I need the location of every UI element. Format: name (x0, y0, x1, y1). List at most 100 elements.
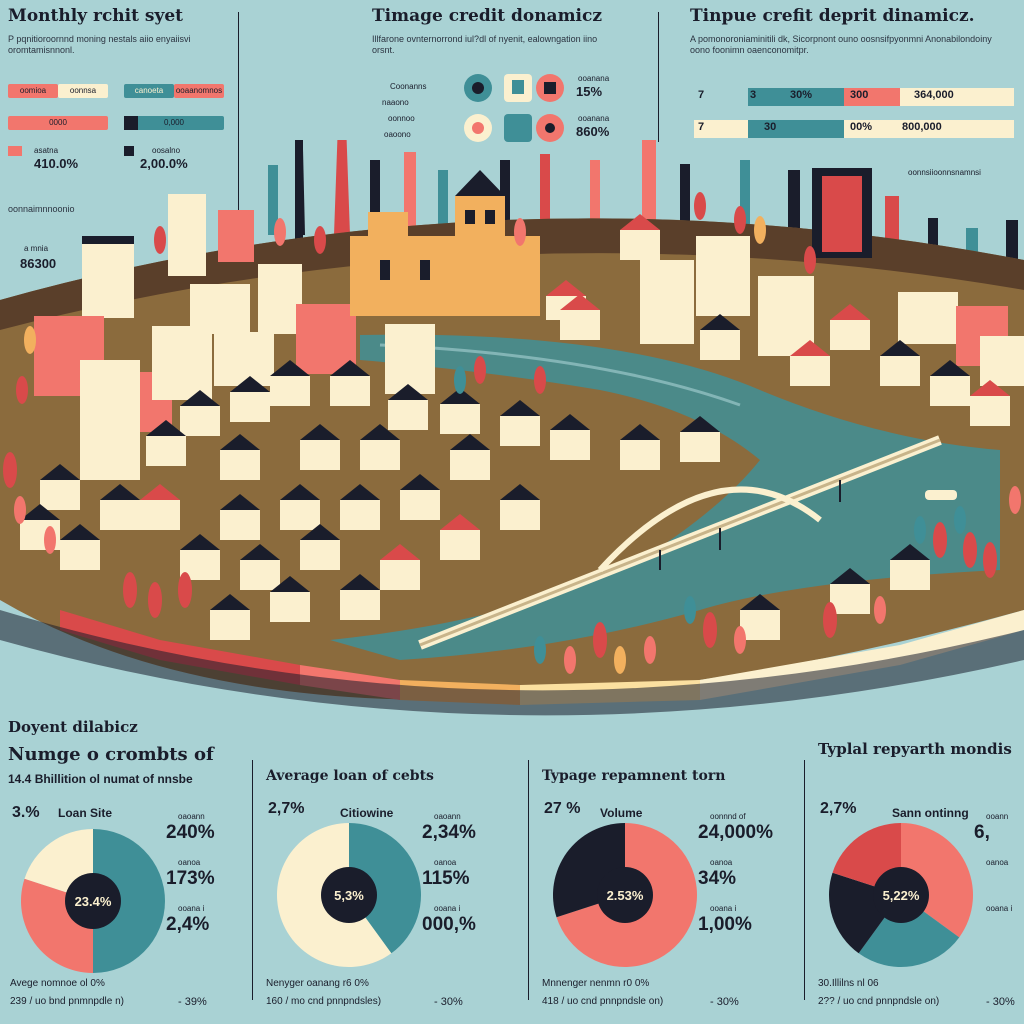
pie-title-4: Typlal repyarth mondis (818, 740, 1012, 758)
pie-1-foot-value: - 39% (178, 996, 207, 1008)
pie-3-legend-caption-2: oanoa (710, 858, 733, 867)
pie-2-legend-value-2: 115% (422, 868, 470, 889)
pie-1-legend-caption-1: oaoann (178, 812, 205, 821)
pie-2-foot-line: 160 / mo cnd pnnpndsles) (266, 996, 382, 1007)
pie-4-hole (873, 867, 929, 923)
pie-4-slice-A (901, 823, 973, 938)
right-table-row-2: 7 30 00% 800,000 (694, 120, 1014, 138)
center-item-value-1: 15% (576, 84, 603, 99)
left-pill-6: 0,000 (124, 116, 224, 130)
pie-4-center-label: 5,22% (883, 888, 920, 903)
stat-caption-1: asatna (34, 146, 59, 155)
trees (3, 192, 1021, 674)
center-row-label-1: Coonanns (390, 82, 427, 91)
pie-label-2: Citiowine (340, 806, 394, 820)
row1-e: 364,000 (914, 89, 954, 101)
center-row-label-2: naaono (382, 98, 409, 107)
center-item-caption-2: ooanana (578, 114, 610, 123)
divider-1 (252, 760, 253, 1000)
right-description: A pomonoroniaminitili dk, Sicorpnont oun… (690, 34, 992, 55)
header-divider-left (238, 12, 239, 222)
row2-b: 30 (764, 121, 777, 133)
pie-3-foot-caption: Mnnenger nenmn r0 0% (542, 978, 650, 989)
pie-1-legend-value-3: 2,4% (166, 914, 210, 935)
pie-2-slice-A (349, 823, 421, 954)
row1-a: 7 (698, 89, 705, 101)
pie-2-legend-value-3: 000,% (422, 914, 476, 935)
pie-chart-1: 23.4% (20, 829, 165, 973)
center-title: Timage credit donamicz (372, 6, 603, 26)
pie-2-foot-value: - 30% (434, 996, 463, 1008)
stat-value-1: 410.0% (34, 156, 79, 171)
pie-3-foot-line: 418 / uo cnd pnnpndsle on) (542, 996, 664, 1007)
left-pill-1: oomioa (8, 84, 58, 98)
section-subtitle: Numge o crombts of (8, 744, 214, 765)
left-title: Monthly rchit syet (8, 6, 183, 26)
center-description: Illfarone ovnternorrond iul?dl of nyenit… (372, 34, 598, 55)
pie-4-foot-line: 2?? / uo cnd pnnpndsle on) (818, 996, 940, 1007)
river (330, 334, 1000, 660)
houses (20, 214, 1010, 640)
pie-1-legend-caption-2: oanoa (178, 858, 201, 867)
pie-header-stat-3: 27 % (544, 800, 581, 817)
left-pill-4: ooaanomnos (174, 84, 224, 98)
pie-2-legend-value-1: 2,34% (422, 822, 476, 843)
pie-2-foot-caption: Nenyger oanang r6 0% (266, 978, 369, 989)
left-footnote: oonnaimnnoonio (8, 204, 75, 214)
divider-3 (804, 760, 805, 1000)
pie-1-hole (65, 873, 121, 929)
pie-chart-4: 5,22% (829, 823, 973, 967)
center-icon-group (464, 74, 564, 142)
pie-2-legend-caption-3: ooana i (434, 904, 461, 913)
pie-1-legend-value-1: 240% (166, 822, 215, 843)
pie-4-legend-caption-3: ooana i (986, 904, 1013, 913)
center-item-value-2: 860% (576, 124, 610, 139)
pie-4-legend-value-1: 6, (974, 822, 990, 843)
side-caption: a mnia (24, 244, 49, 253)
left-pill-3: canoeta (124, 84, 174, 98)
pie-label-3: Volume (600, 806, 643, 820)
stat-value-2: 2,00.0% (140, 156, 188, 171)
base-strip (0, 610, 1024, 716)
pie-title-2: Average loan of cebts (266, 768, 434, 784)
divider-2 (528, 760, 529, 1000)
pie-3-legend-value-2: 34% (698, 868, 737, 889)
center-row-label-4: oaoono (384, 130, 411, 139)
pie-header-stat-4: 2,7% (820, 800, 857, 817)
pie-chart-2: 5,3% (277, 823, 421, 967)
pie-2-legend-caption-1: oaoann (434, 812, 461, 821)
pie-1-foot-caption: Avege nomnoe ol 0% (10, 978, 105, 989)
right-table-row-1: 7 3 30% 300 364,000 (694, 88, 1014, 106)
stat-caption-2: oosalno (152, 146, 181, 155)
apartment-blocks (34, 168, 1024, 480)
left-pill-5: 0000 (8, 116, 108, 130)
section-line: 14.4 Bhillition ol numat of nnsbe (8, 772, 193, 786)
stat-marker-2 (124, 146, 134, 156)
left-pill-marker (124, 116, 138, 130)
section-title: Doyent dilabicz (8, 718, 138, 736)
bridge (418, 435, 942, 650)
pie-1-legend-caption-3: ooana i (178, 904, 205, 913)
pie-3-legend-value-3: 1,00% (698, 914, 752, 935)
pie-4-foot-caption: 30.Illilns nl 06 (818, 978, 879, 989)
town-hall (350, 170, 540, 316)
row1-b: 3 (750, 89, 757, 101)
pie-4-legend-caption-2: oanoa (986, 858, 1009, 867)
pie-4-legend-caption-1: ooann (986, 812, 1009, 821)
boat (925, 490, 957, 500)
pie-label-1: Loan Site (58, 806, 113, 820)
pie-header-stat-2: 2,7% (268, 800, 305, 817)
pie-chart-3: 2.53% (553, 823, 697, 967)
pie-3-center-label: 2.53% (607, 888, 644, 903)
pie-1-foot-line: 239 / uo bnd pnmnpdle n) (10, 996, 124, 1007)
center-row-label-3: oonnoo (388, 114, 415, 123)
pie-4-slice-B (858, 895, 960, 967)
pie-3-legend-caption-3: ooana i (710, 904, 737, 913)
pie-header-stat-1: 3.% (12, 804, 40, 821)
city-illustration (0, 140, 1024, 716)
pie-4-foot-value: - 30% (986, 996, 1015, 1008)
pie-1-slice-A (93, 829, 165, 973)
pie-title-3: Typage repamnent torn (542, 768, 726, 784)
row2-e: 800,000 (902, 121, 942, 133)
header-divider-right (658, 12, 659, 142)
